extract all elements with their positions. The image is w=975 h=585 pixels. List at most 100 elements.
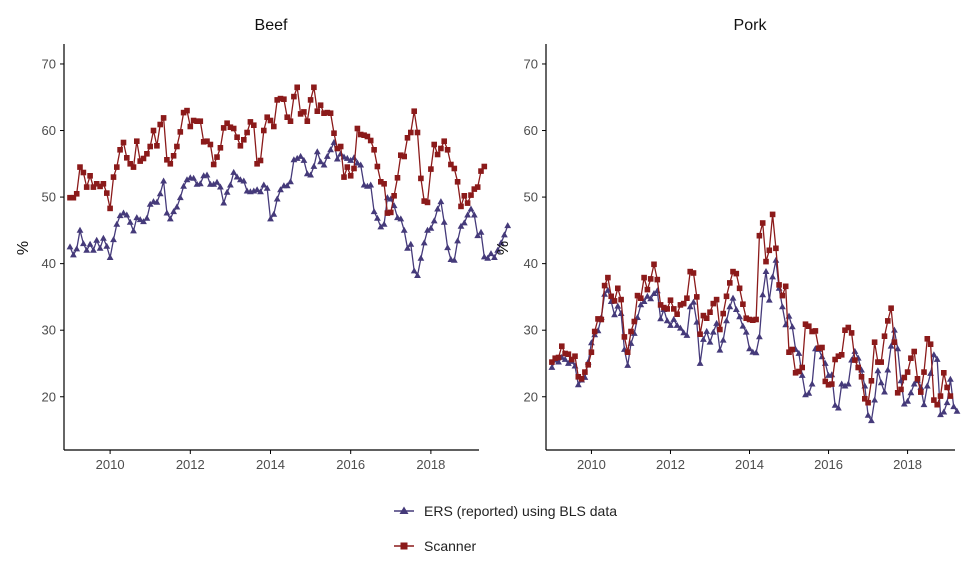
pork-ers-point [604,286,612,293]
pork-scanner-point [654,276,661,283]
pork-ers-point [769,273,776,280]
legend-scanner-label: Scanner [424,538,476,554]
pork-ers-point [726,303,734,310]
beef-scanner-point [160,115,167,121]
pork-ers-point [831,401,839,408]
beef-scanner-point [324,109,331,116]
pork-ers-point [805,389,813,396]
pork-ers-point [555,358,562,365]
beef-scanner-point [214,154,220,160]
beef-scanner-point [448,161,454,168]
beef-scanner-point [434,151,441,158]
pork-ers-point [574,381,582,388]
legend-item-ers: ERS (reported) using BLS data [394,503,617,519]
beef-scanner-point [271,123,277,130]
beef-ers-point [491,254,498,260]
pork-scanner-point [878,359,884,365]
beef-scanner-point [411,108,417,114]
pork-ers-point [746,345,753,352]
pork-series-ers [548,256,961,424]
pork-scanner-point [707,309,713,315]
pork-scanner-point [763,258,769,265]
beef-ers-point [470,211,478,218]
beef-series-scanner [67,84,488,216]
pork-ers-point [677,324,684,331]
pork-ers-point [818,353,826,360]
pork-scanner-point [638,295,644,301]
beef-scanner-point [220,125,227,131]
pork-scanner-point [941,370,947,376]
beef-scanner-point [297,111,304,117]
beef-ers-point [380,220,388,227]
beef-scanner-point [137,158,143,164]
beef-scanner-point [361,132,367,138]
beef-ers-point [106,254,114,260]
beef-ers-point [437,198,445,205]
pork-ers-point [611,311,618,318]
beef-ers-point [223,188,231,195]
beef-scanner-point [147,143,153,150]
beef-scanner-point [230,125,237,132]
beef-ers-point [253,186,261,193]
pork-scanner-point [937,393,944,399]
pork-ers-point [703,327,711,334]
pork-scanner-point [568,356,575,363]
beef-scanner-point [311,84,317,91]
pork-scanner-point [812,328,819,334]
beef-ers-point [166,215,174,222]
beef-ers-point [100,234,107,241]
pork-scanner-point [845,324,852,331]
beef-scanner-point [70,194,77,201]
beef-ers-point [501,231,508,238]
pork-ers-point [561,355,569,362]
pork-ers-point [742,328,750,335]
pork-ers-point [601,290,608,297]
pork-scanner-point [585,362,591,368]
pork-scanner-point [911,348,917,355]
beef-scanner-point [73,191,80,197]
pork-ers-point [667,321,674,328]
pork-scanner-point [690,270,697,276]
pork-scanner-point [680,300,687,307]
beef-ers-point [76,226,84,233]
beef-ers-point [450,256,458,263]
beef-ers-point [163,209,171,216]
pork-ers-point [690,298,697,305]
pork-scanner-point [615,285,621,292]
pork-scanner-point [891,339,898,345]
pork-scanner-point [713,296,720,303]
pork-ers-point [650,290,658,296]
pork-scanner-point [595,316,601,322]
pork-y-tick-label: 40 [524,256,538,271]
pork-ers-point [904,397,911,404]
beef-scanner-point [120,139,127,146]
pork-scanner-point [927,341,934,347]
beef-scanner-point [367,137,374,144]
beef-scanner-point [451,165,458,172]
beef-scanner-point [317,102,324,108]
beef-scanner-point [281,96,287,102]
pork-scanner-point [809,328,815,335]
beef-scanner-point [197,118,204,124]
pork-ers-point [670,315,678,322]
pork-scanner-point [671,306,677,312]
pork-scanner-point [858,374,865,380]
beef-y-tick-label: 20 [42,389,56,404]
beef-ers-point [410,267,418,274]
beef-scanner-point [184,107,190,114]
pork-ers-point [617,310,625,316]
beef-ers-point [323,152,331,159]
beef-ers-point [497,239,505,246]
beef-x-tick-label: 2010 [96,457,125,472]
pork-scanner-point [687,268,693,275]
beef-scanner-point [478,168,484,174]
beef-ers-point [400,226,408,233]
beef-y-tick-label: 50 [42,190,56,205]
pork-scanner-point [628,328,634,335]
pork-scanner-point [608,293,614,300]
pork-scanner-point [825,382,832,388]
beef-scanner-point [401,153,407,160]
beef-scanner-point [337,143,344,150]
beef-ers-point [397,215,405,222]
pork-scanner-point [806,323,812,329]
